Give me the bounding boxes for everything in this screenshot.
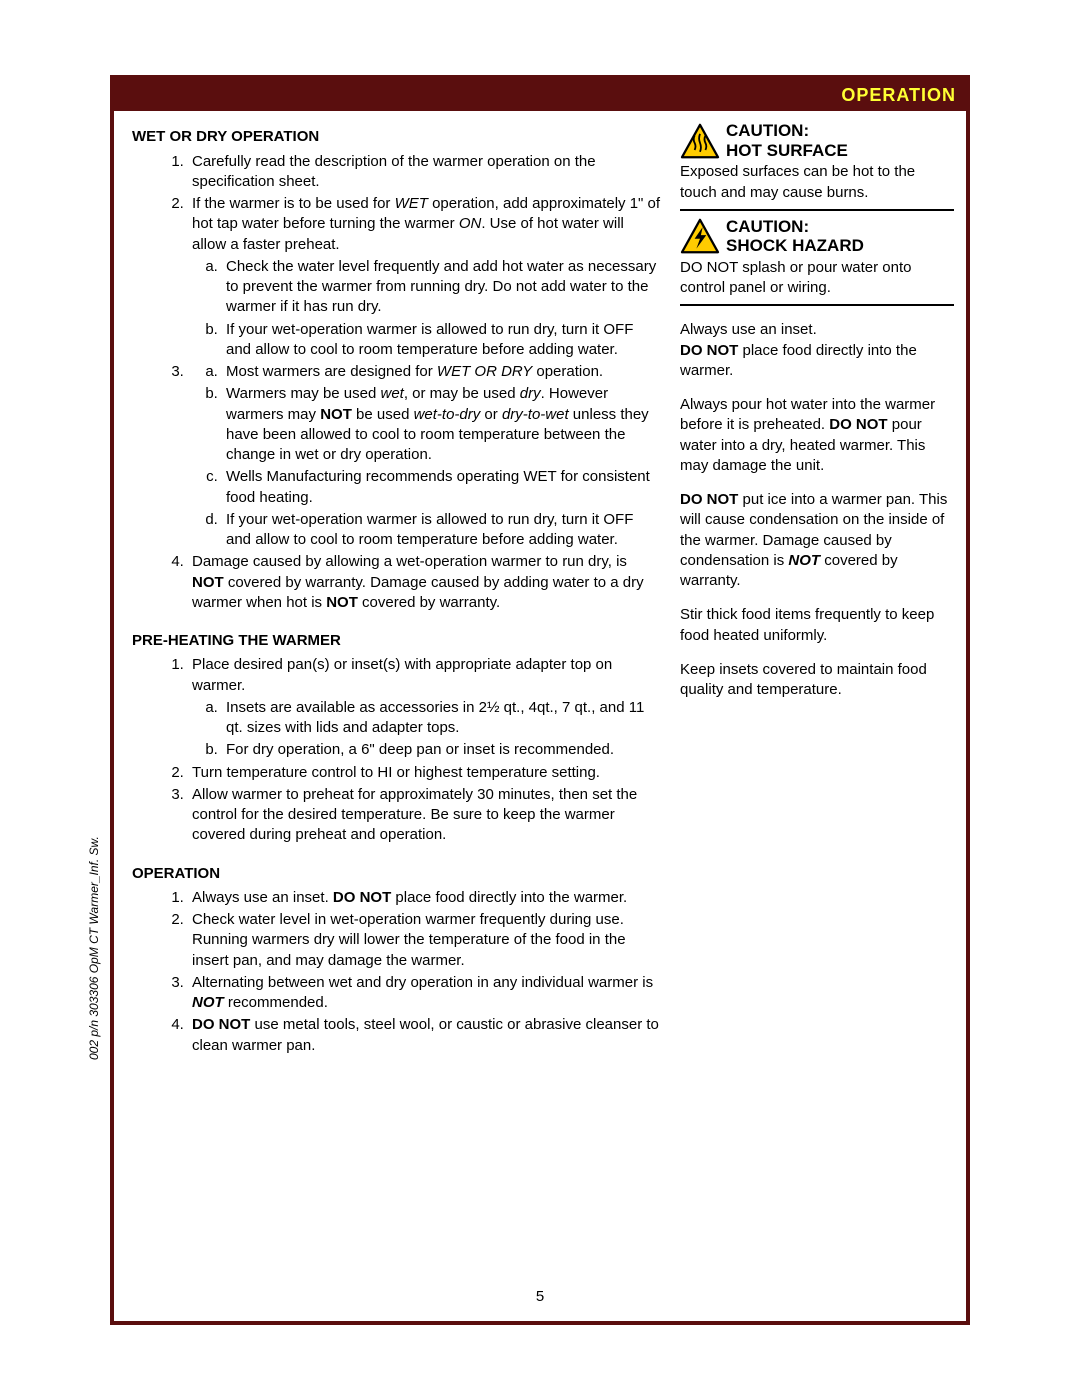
main-column: WET OR DRY OPERATION Carefully read the … <box>132 121 662 1058</box>
caution-title: CAUTION: SHOCK HAZARD <box>726 217 864 256</box>
document-part-number: 002 p/n 303306 OpM CT Warmer_Inf. Sw. <box>86 836 102 1060</box>
header-bar: OPERATION <box>114 79 966 111</box>
section-title-wet-dry: WET OR DRY OPERATION <box>132 127 662 147</box>
list-item: Damage caused by allowing a wet-operatio… <box>188 552 662 613</box>
page-frame: OPERATION WET OR DRY OPERATION Carefully… <box>110 75 970 1325</box>
hot-surface-icon <box>680 123 720 159</box>
side-note: Always use an inset.DO NOT place food di… <box>680 320 954 381</box>
side-note: Stir thick food items frequently to keep… <box>680 605 954 646</box>
list-item: Check the water level frequently and add… <box>222 257 662 318</box>
caution-body: Exposed surfaces can be hot to the touch… <box>680 162 954 211</box>
content-columns: WET OR DRY OPERATION Carefully read the … <box>114 111 966 1068</box>
caution-hot-surface: CAUTION: HOT SURFACE Exposed surfaces ca… <box>680 121 954 211</box>
list-item: Carefully read the description of the wa… <box>188 152 662 193</box>
list-item: Turn temperature control to HI or highes… <box>188 763 662 783</box>
list-item: Warmers may be used wet, or may be used … <box>222 384 662 465</box>
shock-hazard-icon <box>680 218 720 254</box>
list-item: Check water level in wet-operation warme… <box>188 910 662 971</box>
list-item: For dry operation, a 6" deep pan or inse… <box>222 740 662 760</box>
header-title: OPERATION <box>841 85 956 105</box>
list-item: Place desired pan(s) or inset(s) with ap… <box>188 655 662 760</box>
preheat-list: Place desired pan(s) or inset(s) with ap… <box>132 655 662 845</box>
side-note: Always pour hot water into the warmer be… <box>680 395 954 476</box>
side-note: DO NOT put ice into a warmer pan. This w… <box>680 490 954 591</box>
list-item: Wells Manufacturing recommends operating… <box>222 467 662 508</box>
list-item: If your wet-operation warmer is allowed … <box>222 510 662 551</box>
side-column: CAUTION: HOT SURFACE Exposed surfaces ca… <box>680 121 954 1058</box>
list-item: Alternating between wet and dry operatio… <box>188 973 662 1014</box>
section-title-operation: OPERATION <box>132 864 662 884</box>
side-notes: Always use an inset.DO NOT place food di… <box>680 320 954 700</box>
list-item: Allow warmer to preheat for approximatel… <box>188 785 662 846</box>
list-item: Most warmers are designed for WET OR DRY… <box>188 362 662 550</box>
list-item: Always use an inset. DO NOT place food d… <box>188 888 662 908</box>
page-number: 5 <box>114 1287 966 1307</box>
list-item: If the warmer is to be used for WET oper… <box>188 194 662 360</box>
caution-body: DO NOT splash or pour water onto control… <box>680 258 954 307</box>
sub-list: Check the water level frequently and add… <box>192 257 662 360</box>
sub-list: Insets are available as accessories in 2… <box>192 698 662 761</box>
list-item: Insets are available as accessories in 2… <box>222 698 662 739</box>
caution-shock-hazard: CAUTION: SHOCK HAZARD DO NOT splash or p… <box>680 217 954 307</box>
list-item: If your wet-operation warmer is allowed … <box>222 320 662 361</box>
list-item: Most warmers are designed for WET OR DRY… <box>222 362 662 382</box>
caution-head: CAUTION: SHOCK HAZARD <box>680 217 954 256</box>
wet-dry-list: Carefully read the description of the wa… <box>132 152 662 614</box>
side-note: Keep insets covered to maintain food qua… <box>680 660 954 701</box>
list-item: DO NOT use metal tools, steel wool, or c… <box>188 1015 662 1056</box>
operation-list: Always use an inset. DO NOT place food d… <box>132 888 662 1056</box>
section-title-preheat: PRE-HEATING THE WARMER <box>132 631 662 651</box>
sub-list: Most warmers are designed for WET OR DRY… <box>192 362 662 550</box>
caution-title: CAUTION: HOT SURFACE <box>726 121 848 160</box>
caution-head: CAUTION: HOT SURFACE <box>680 121 954 160</box>
